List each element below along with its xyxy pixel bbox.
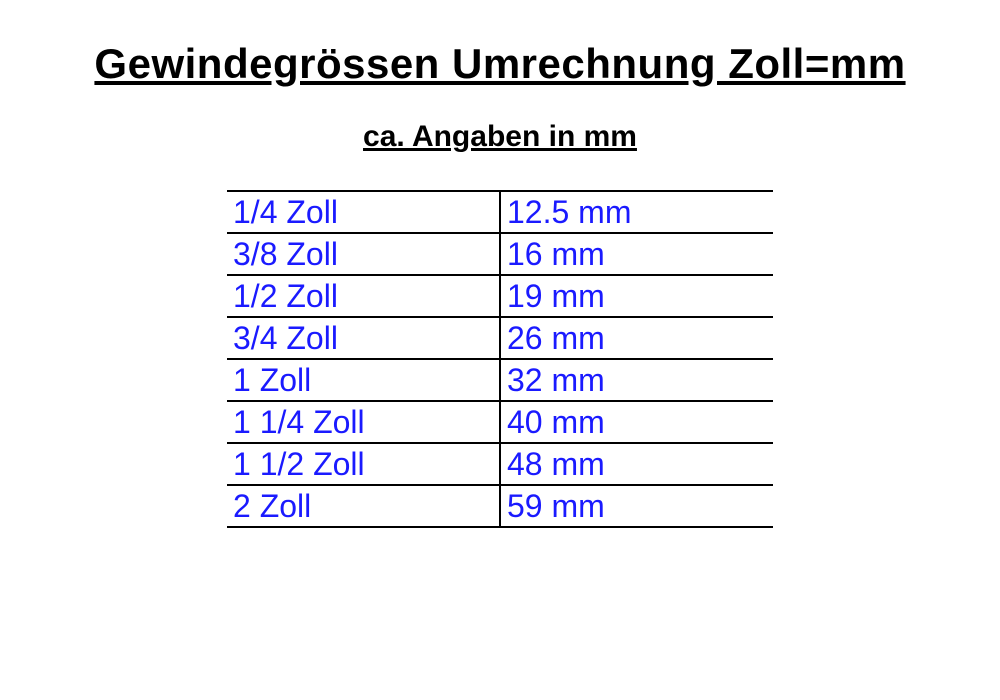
- cell-zoll: 1 1/2 Zoll: [227, 443, 500, 485]
- cell-mm: 40 mm: [500, 401, 773, 443]
- cell-zoll: 1 Zoll: [227, 359, 500, 401]
- cell-zoll: 3/4 Zoll: [227, 317, 500, 359]
- cell-zoll: 1 1/4 Zoll: [227, 401, 500, 443]
- cell-mm: 26 mm: [500, 317, 773, 359]
- cell-zoll: 1/2 Zoll: [227, 275, 500, 317]
- table-row: 1/4 Zoll 12.5 mm: [227, 191, 773, 233]
- table-row: 1 1/2 Zoll 48 mm: [227, 443, 773, 485]
- table-row: 3/4 Zoll 26 mm: [227, 317, 773, 359]
- conversion-table: 1/4 Zoll 12.5 mm 3/8 Zoll 16 mm 1/2 Zoll…: [227, 190, 773, 528]
- page-title: Gewindegrössen Umrechnung Zoll=mm: [0, 40, 1000, 88]
- table-row: 1 1/4 Zoll 40 mm: [227, 401, 773, 443]
- table-row: 1/2 Zoll 19 mm: [227, 275, 773, 317]
- cell-mm: 16 mm: [500, 233, 773, 275]
- cell-mm: 59 mm: [500, 485, 773, 527]
- cell-mm: 19 mm: [500, 275, 773, 317]
- table-row: 3/8 Zoll 16 mm: [227, 233, 773, 275]
- cell-mm: 32 mm: [500, 359, 773, 401]
- table-row: 1 Zoll 32 mm: [227, 359, 773, 401]
- cell-zoll: 2 Zoll: [227, 485, 500, 527]
- cell-mm: 12.5 mm: [500, 191, 773, 233]
- cell-zoll: 3/8 Zoll: [227, 233, 500, 275]
- table-row: 2 Zoll 59 mm: [227, 485, 773, 527]
- page: Gewindegrössen Umrechnung Zoll=mm ca. An…: [0, 0, 1000, 528]
- cell-zoll: 1/4 Zoll: [227, 191, 500, 233]
- cell-mm: 48 mm: [500, 443, 773, 485]
- page-subtitle: ca. Angaben in mm: [0, 120, 1000, 154]
